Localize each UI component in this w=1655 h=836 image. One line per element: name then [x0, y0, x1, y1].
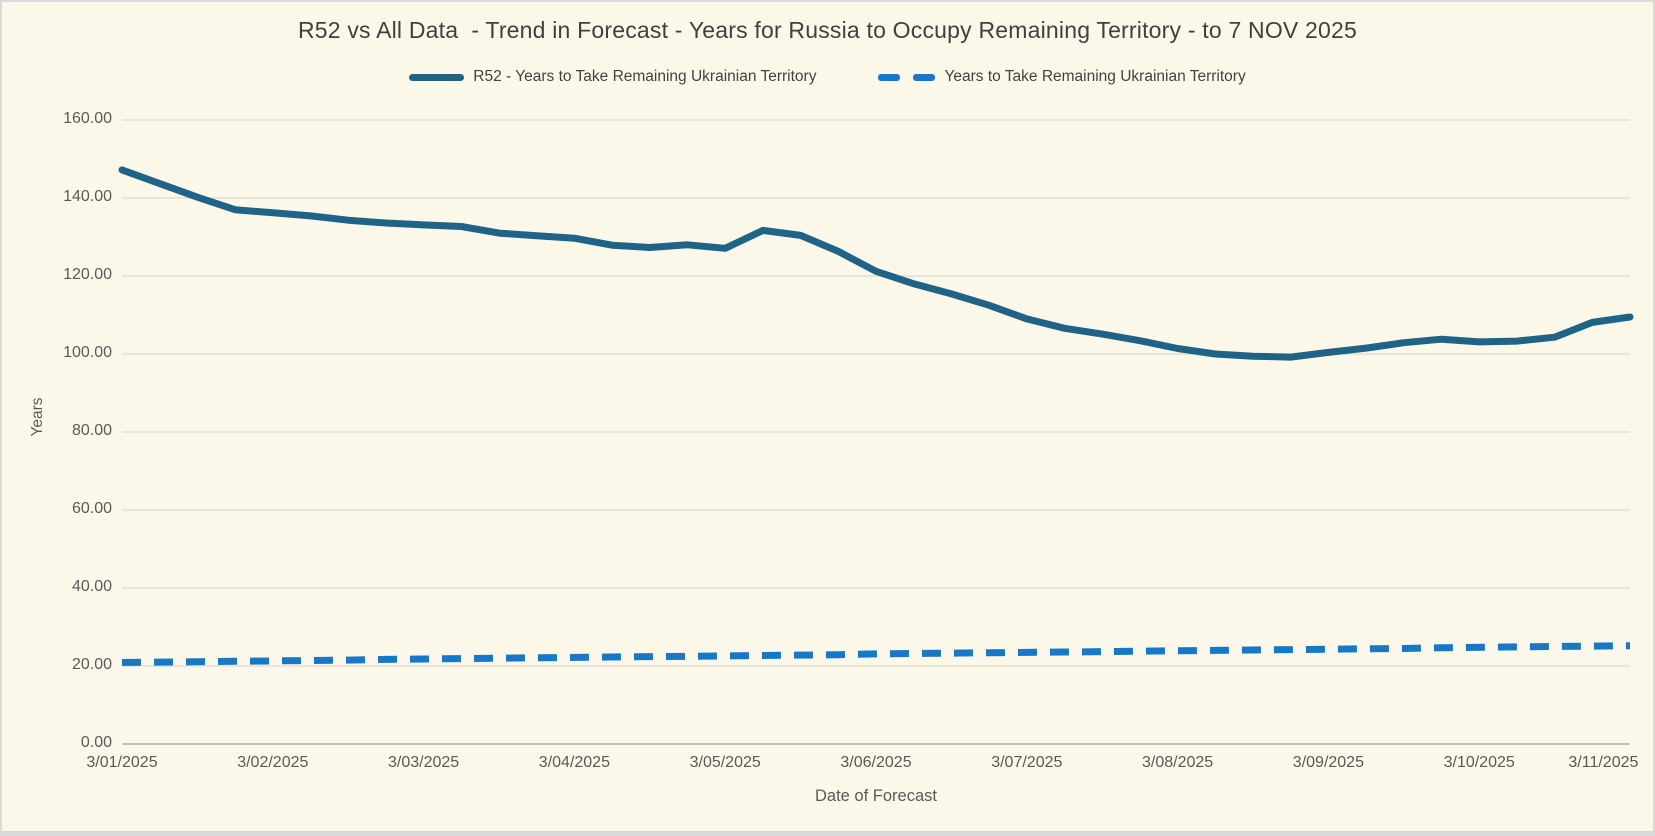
legend-swatch-solid-line	[409, 73, 465, 81]
y-tick-label: 40.00	[71, 578, 112, 595]
x-tick-label: 3/03/2025	[388, 754, 460, 771]
x-tick-label: 3/02/2025	[237, 754, 309, 771]
legend-item-all-data: Years to Take Remaining Ukrainian Territ…	[878, 68, 1246, 86]
y-tick-label: 100.00	[63, 344, 112, 361]
x-tick-label: 3/11/2025	[1568, 754, 1639, 771]
x-axis-title: Date of Forecast	[815, 787, 937, 805]
y-tick-label: 80.00	[71, 422, 112, 439]
y-tick-label: 20.00	[71, 656, 112, 673]
legend-label-all-data: Years to Take Remaining Ukrainian Territ…	[944, 68, 1246, 85]
x-tick-label: 3/08/2025	[1142, 754, 1214, 771]
x-tick-label: 3/05/2025	[689, 754, 761, 771]
legend-swatch-dashed-line	[878, 73, 936, 81]
legend-label-r52: R52 - Years to Take Remaining Ukrainian …	[473, 68, 817, 85]
legend: R52 - Years to Take Remaining Ukrainian …	[0, 68, 1655, 86]
plot-area	[118, 120, 1634, 744]
x-tick-label: 3/06/2025	[840, 754, 912, 771]
plot-svg	[118, 120, 1634, 744]
x-tick-label: 3/04/2025	[538, 754, 610, 771]
series-line-r52	[118, 166, 1634, 361]
x-tick-label: 3/07/2025	[991, 754, 1063, 771]
y-tick-label: 160.00	[63, 110, 112, 127]
y-tick-label: 140.00	[63, 188, 112, 205]
y-tick-label: 0.00	[80, 734, 112, 751]
chart-title: R52 vs All Data - Trend in Forecast - Ye…	[297, 17, 1358, 43]
x-tick-label: 3/01/2025	[86, 754, 158, 771]
y-tick-label: 120.00	[63, 266, 112, 283]
legend-item-r52: R52 - Years to Take Remaining Ukrainian …	[409, 68, 816, 86]
x-tick-label: 3/09/2025	[1292, 754, 1364, 771]
series-line-all-data	[121, 642, 1631, 666]
x-tick-label: 3/10/2025	[1443, 754, 1515, 771]
y-tick-label: 60.00	[71, 500, 112, 517]
